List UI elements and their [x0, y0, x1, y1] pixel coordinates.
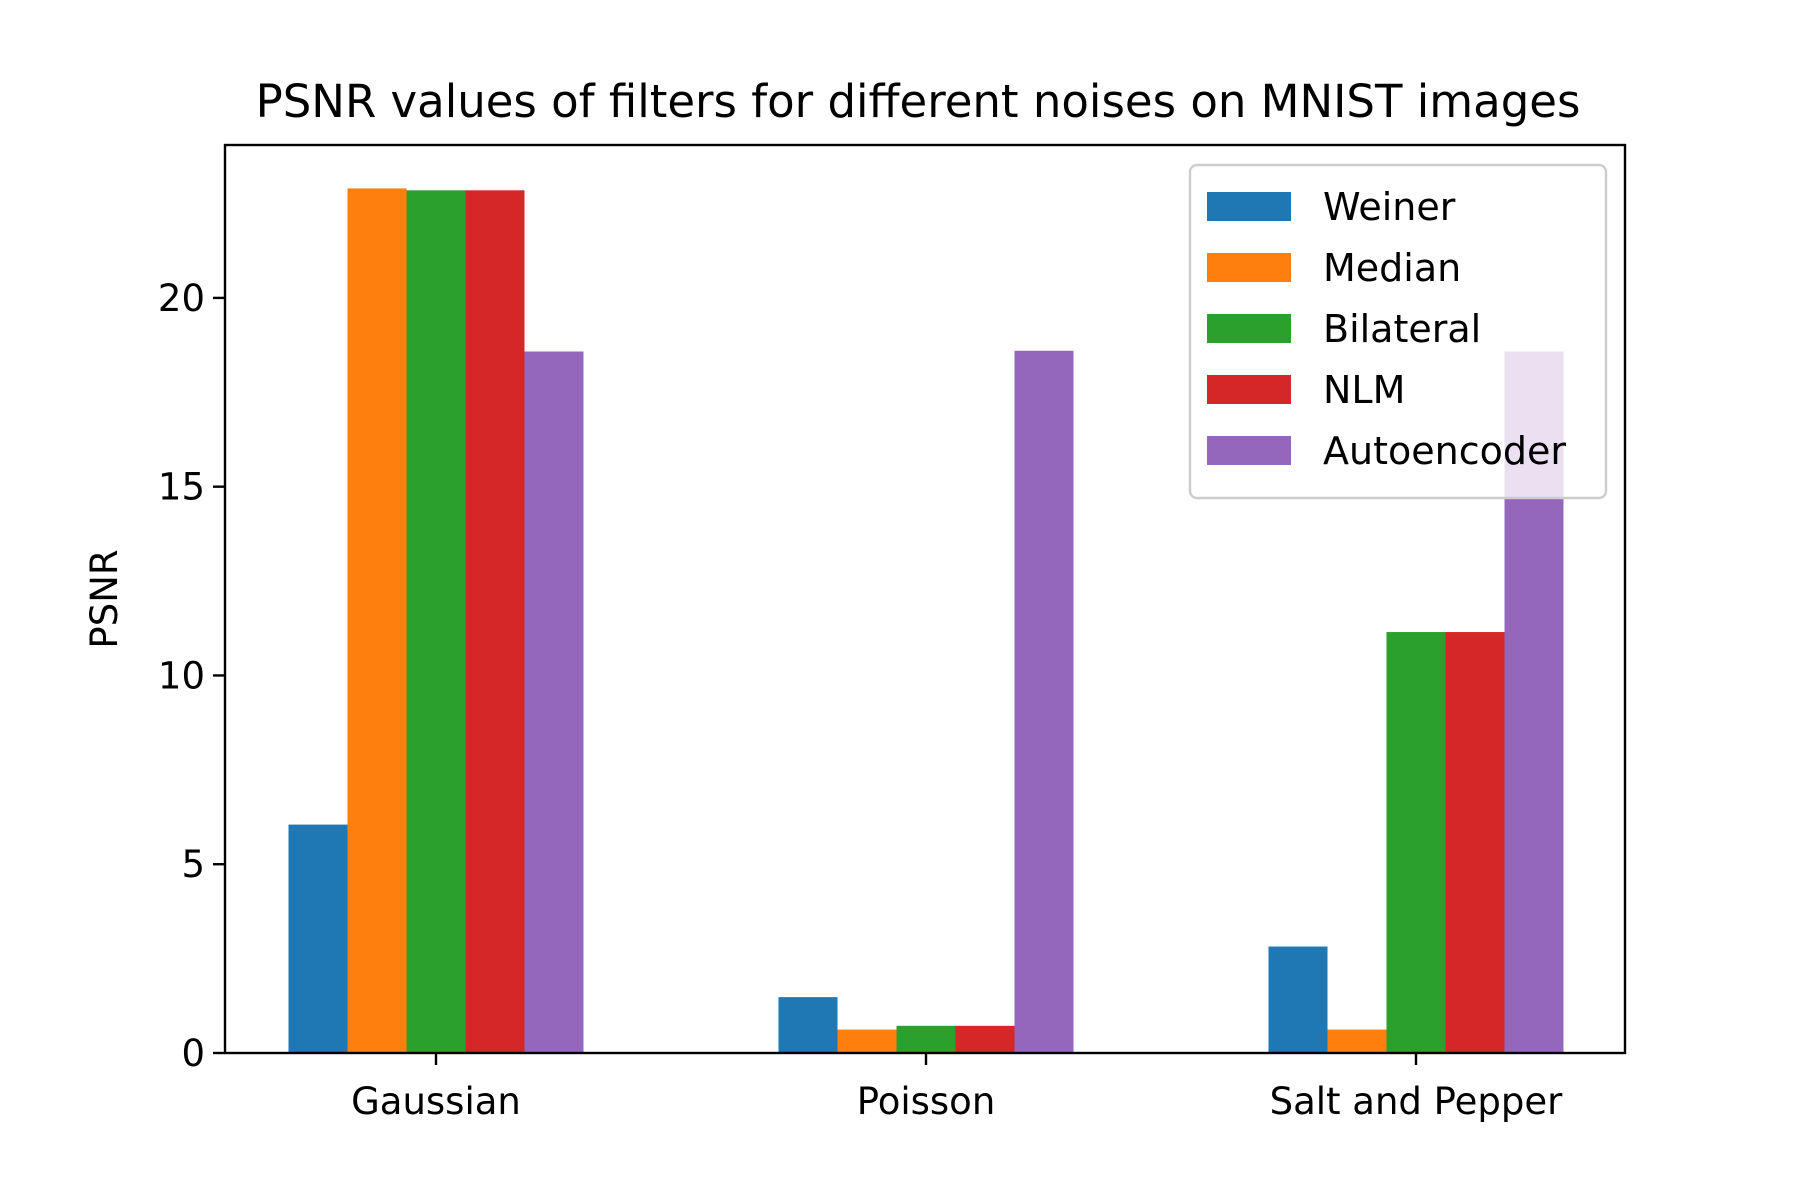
bar-bilateral-poisson — [896, 1025, 956, 1053]
legend-swatch-bilateral — [1207, 314, 1291, 343]
legend-swatch-median — [1207, 253, 1291, 282]
bar-median-poisson — [837, 1029, 897, 1053]
x-tick-label: Gaussian — [351, 1080, 521, 1123]
bar-weiner-gaussian — [288, 824, 348, 1053]
bar-nlm-salt-and-pepper — [1445, 632, 1505, 1053]
legend-label-bilateral: Bilateral — [1323, 307, 1481, 351]
legend-label-nlm: NLM — [1323, 368, 1405, 412]
legend-swatch-weiner — [1207, 192, 1291, 221]
y-tick-label: 10 — [158, 654, 205, 697]
bar-weiner-poisson — [778, 997, 838, 1053]
bar-bilateral-gaussian — [406, 190, 466, 1054]
y-tick-label: 15 — [158, 466, 205, 509]
bar-weiner-salt-and-pepper — [1268, 946, 1328, 1053]
legend-label-autoencoder: Autoencoder — [1323, 429, 1566, 473]
legend-label-weiner: Weiner — [1323, 185, 1456, 229]
legend-label-median: Median — [1323, 246, 1461, 290]
x-axis: Gaussian Poisson Salt and Pepper — [351, 1053, 1563, 1123]
y-axis-label: PSNR — [83, 549, 126, 648]
legend-box — [1188, 163, 1608, 500]
y-tick-label: 0 — [181, 1032, 205, 1075]
y-tick-label: 20 — [158, 277, 205, 320]
y-tick-label: 5 — [181, 843, 205, 886]
x-tick-label: Poisson — [857, 1080, 996, 1123]
bar-nlm-gaussian — [465, 190, 525, 1054]
x-tick-label: Salt and Pepper — [1270, 1080, 1564, 1123]
bar-bilateral-salt-and-pepper — [1386, 632, 1446, 1053]
legend: Weiner Median Bilateral NLM Autoencoder — [1188, 163, 1608, 500]
bar-autoencoder-poisson — [1014, 350, 1074, 1053]
chart-title: PSNR values of filters for different noi… — [256, 75, 1581, 128]
legend-swatch-autoencoder — [1207, 436, 1291, 465]
bar-autoencoder-gaussian — [524, 351, 584, 1054]
bar-median-gaussian — [347, 188, 407, 1054]
y-axis: 0 5 10 15 20 — [158, 277, 225, 1075]
bars-layer — [288, 188, 1564, 1054]
bar-nlm-poisson — [955, 1025, 1015, 1053]
bar-median-salt-and-pepper — [1327, 1029, 1387, 1053]
legend-swatch-nlm — [1207, 375, 1291, 404]
